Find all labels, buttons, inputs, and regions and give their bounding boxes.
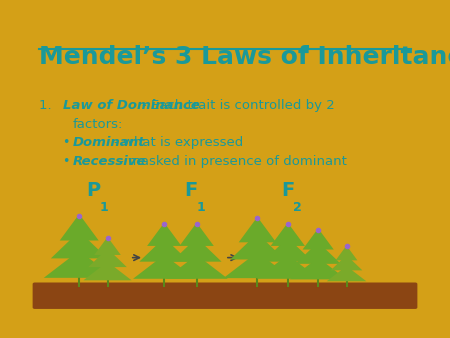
Polygon shape [88, 249, 127, 267]
Text: Law of Dominance: Law of Dominance [63, 99, 200, 112]
Text: - what is expressed: - what is expressed [114, 136, 244, 149]
Polygon shape [238, 217, 276, 242]
Polygon shape [230, 233, 284, 260]
Polygon shape [140, 238, 189, 262]
Text: 1: 1 [196, 201, 205, 214]
Polygon shape [327, 266, 366, 281]
Polygon shape [180, 223, 214, 246]
Polygon shape [336, 246, 357, 260]
Polygon shape [296, 242, 341, 264]
Polygon shape [302, 228, 334, 249]
Text: F: F [184, 181, 197, 200]
Text: - Each trait is controlled by 2: - Each trait is controlled by 2 [142, 99, 335, 112]
Text: •: • [63, 136, 78, 149]
Polygon shape [44, 251, 115, 278]
Polygon shape [256, 255, 319, 279]
Polygon shape [51, 231, 108, 258]
Polygon shape [60, 214, 99, 241]
Text: Recessive: Recessive [73, 155, 147, 168]
Text: - masked in presence of dominant: - masked in presence of dominant [119, 155, 347, 168]
Polygon shape [270, 223, 305, 246]
Polygon shape [94, 237, 121, 255]
Polygon shape [290, 258, 346, 280]
Text: Mendel’s 3 Laws of Inheritance: Mendel’s 3 Laws of Inheritance [39, 45, 450, 69]
Text: 1: 1 [99, 201, 108, 214]
Polygon shape [166, 255, 228, 279]
Polygon shape [133, 255, 195, 279]
Text: 2: 2 [293, 201, 302, 214]
Text: F: F [281, 181, 294, 200]
Polygon shape [223, 252, 292, 278]
Text: •: • [63, 155, 78, 168]
Text: 1.: 1. [39, 99, 60, 112]
Text: Dominant: Dominant [73, 136, 146, 149]
Polygon shape [147, 223, 181, 246]
Polygon shape [83, 262, 132, 280]
Polygon shape [331, 255, 362, 270]
Polygon shape [263, 238, 313, 262]
Text: P: P [86, 181, 100, 200]
FancyBboxPatch shape [32, 283, 418, 309]
Text: factors:: factors: [73, 118, 123, 131]
Polygon shape [172, 238, 221, 262]
